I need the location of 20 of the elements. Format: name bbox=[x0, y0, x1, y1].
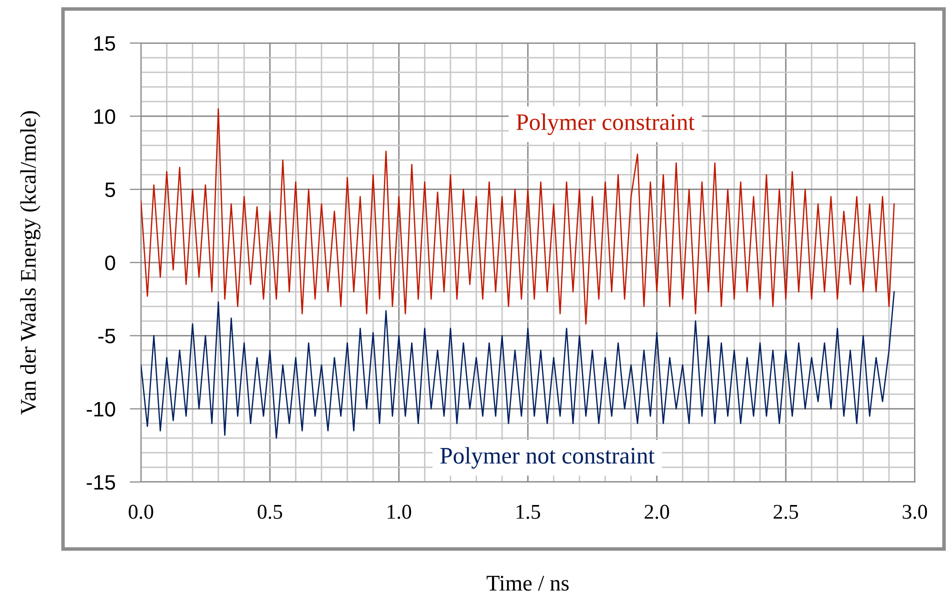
x-tick-label: 3.0 bbox=[902, 504, 928, 519]
y-tick-label: 15 bbox=[94, 36, 116, 51]
x-tick-label: 0.5 bbox=[258, 504, 282, 519]
y-tick-label: -5 bbox=[98, 328, 116, 344]
y-tick-label: 10 bbox=[94, 109, 116, 124]
series-label: Polymer constraint bbox=[516, 114, 695, 135]
y-axis-title: Van der Waals Energy (kcal/mole) bbox=[20, 111, 40, 415]
x-tick-label: 2.5 bbox=[774, 504, 798, 519]
x-axis-title: Time / ns bbox=[486, 576, 569, 591]
x-tick-label: 2.0 bbox=[644, 504, 670, 519]
x-tick-label: 1.5 bbox=[516, 504, 540, 519]
x-tick-label: 1.0 bbox=[388, 504, 412, 519]
y-tick-label: 5 bbox=[105, 182, 116, 198]
y-tick-label: -15 bbox=[86, 475, 116, 490]
line-series bbox=[140, 108, 895, 325]
y-tick-label: -10 bbox=[86, 402, 116, 417]
y-tick-label: 0 bbox=[105, 256, 116, 270]
x-tick-label: 0.0 bbox=[128, 504, 154, 519]
line-series bbox=[140, 291, 895, 439]
series-label: Polymer not constraint bbox=[440, 447, 655, 469]
